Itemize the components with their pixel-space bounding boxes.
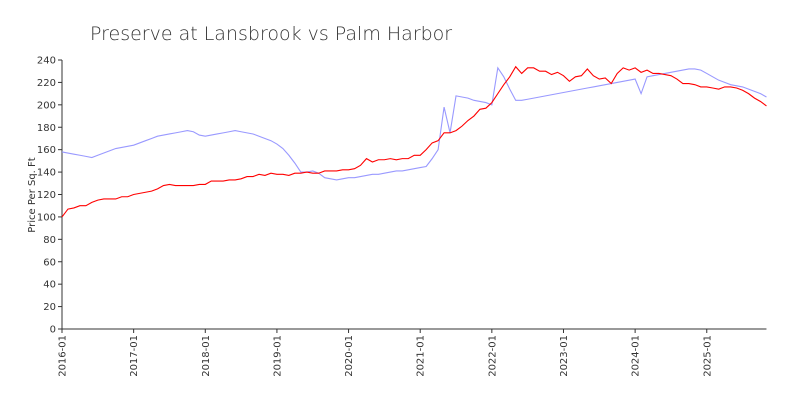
- y-tick-label: 140: [37, 168, 56, 179]
- y-tick-label: 80: [43, 235, 56, 246]
- x-tick-label: 2018-01: [201, 335, 212, 377]
- y-tick-label: 220: [37, 78, 56, 89]
- x-tick-label: 2023-01: [559, 335, 570, 377]
- y-tick-label: 0: [50, 325, 56, 336]
- x-tick-label: 2016-01: [58, 335, 69, 377]
- x-tick-label: 2022-01: [487, 335, 498, 377]
- y-tick-label: 240: [37, 56, 56, 67]
- line-series: [61, 65, 767, 218]
- y-tick-label: 200: [37, 100, 56, 111]
- chart-title: Preserve at Lansbrook vs Palm Harbor: [90, 23, 452, 45]
- y-tick-label: 100: [37, 212, 56, 223]
- x-tick-label: 2025-01: [702, 335, 713, 377]
- y-tick-label: 20: [43, 302, 56, 313]
- y-tick-label: 40: [43, 280, 56, 291]
- y-tick-label: 180: [37, 123, 56, 134]
- x-tick-label: 2020-01: [344, 335, 355, 377]
- line-series: [61, 66, 767, 181]
- x-tick-label: 2021-01: [416, 335, 427, 377]
- y-tick-label: 160: [37, 145, 56, 156]
- x-tick-label: 2024-01: [631, 335, 642, 377]
- x-tick-label: 2017-01: [129, 335, 140, 377]
- y-tick-label: 120: [37, 190, 56, 201]
- x-tick-label: 2019-01: [272, 335, 283, 377]
- y-axis-label: Price Per Sq. Ft: [27, 157, 38, 232]
- y-tick-label: 60: [43, 257, 56, 268]
